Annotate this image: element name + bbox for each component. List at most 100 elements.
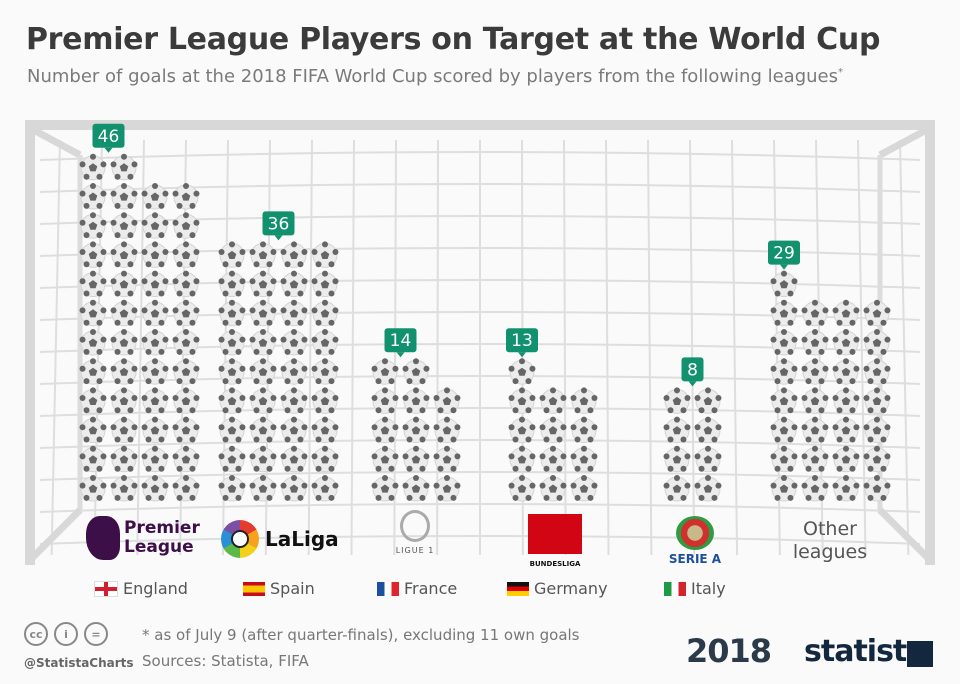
soccer-ball-icon (249, 329, 277, 356)
statista-handle[interactable]: @StatistaCharts (24, 656, 134, 670)
laliga-ball-icon (221, 520, 259, 558)
soccer-ball-icon (79, 183, 107, 210)
soccer-ball-icon (172, 445, 200, 473)
soccer-ball-icon (694, 475, 722, 502)
soccer-ball-icon (311, 445, 339, 473)
soccer-ball-icon (218, 270, 246, 298)
soccer-ball-icon (508, 445, 536, 473)
soccer-ball-icon (402, 387, 430, 414)
soccer-ball-icon (539, 416, 567, 444)
chart-title: Premier League Players on Target at the … (26, 22, 881, 57)
soccer-ball-icon (663, 387, 691, 414)
soccer-ball-icon (249, 299, 277, 327)
subtitle-text: Number of goals at the 2018 FIFA World C… (27, 66, 839, 87)
soccer-ball-icon (218, 329, 246, 356)
serie-a-emblem-icon (676, 516, 714, 550)
premier-league-wordmark: Premier League (124, 518, 200, 557)
statista-logo[interactable]: statista (804, 634, 927, 669)
soccer-ball-icon (79, 153, 107, 181)
soccer-ball-icon (770, 416, 798, 444)
soccer-ball-icon (79, 416, 107, 444)
soccer-ball-icon (141, 416, 169, 444)
soccer-ball-icon (141, 241, 169, 268)
soccer-ball-icon (79, 299, 107, 327)
soccer-ball-icon (863, 475, 891, 502)
soccer-ball-icon (311, 241, 339, 268)
no-derivatives-icon: = (84, 622, 108, 646)
soccer-ball-icon (832, 475, 860, 502)
data-label-text: 14 (390, 331, 412, 351)
soccer-ball-icon (433, 445, 461, 473)
data-label-text: 36 (268, 214, 290, 234)
chart-subtitle: Number of goals at the 2018 FIFA World C… (27, 66, 843, 87)
soccer-ball-icon (79, 445, 107, 473)
soccer-ball-icon (110, 475, 138, 502)
soccer-ball-icon (311, 475, 339, 502)
attribution-icon: i (54, 622, 78, 646)
soccer-ball-icon (402, 475, 430, 502)
soccer-ball-icon (539, 475, 567, 502)
soccer-ball-icon (110, 387, 138, 414)
soccer-ball-icon (218, 445, 246, 473)
soccer-ball-icon (280, 241, 308, 268)
soccer-ball-icon (218, 387, 246, 414)
bar-bundesliga: 13 (506, 328, 598, 502)
soccer-ball-icon (371, 416, 399, 444)
soccer-ball-icon (79, 241, 107, 268)
soccer-ball-icon (110, 270, 138, 298)
data-label: 14 (384, 328, 417, 358)
soccer-ball-icon (539, 387, 567, 414)
bar-ligue-1: 14 (371, 328, 461, 502)
england-flag-icon (94, 580, 118, 597)
soccer-ball-icon (570, 416, 598, 444)
bundesliga-wordmark: BUNDESLIGA (529, 560, 581, 568)
world-cup-2018-logo: 2018 (686, 632, 772, 670)
soccer-ball-icon (110, 183, 138, 210)
soccer-ball-icon (832, 329, 860, 356)
soccer-ball-icon (280, 475, 308, 502)
germany-flag-icon (507, 581, 529, 596)
soccer-ball-icon (694, 445, 722, 473)
soccer-ball-icon (141, 475, 169, 502)
ligue1-wordmark: LIGUE 1 (395, 546, 435, 555)
soccer-ball-icon (110, 241, 138, 268)
soccer-ball-icon (770, 270, 798, 298)
soccer-ball-icon (110, 299, 138, 327)
soccer-ball-icon (402, 445, 430, 473)
soccer-ball-icon (694, 416, 722, 444)
soccer-ball-icon (311, 358, 339, 385)
country-label: France (404, 579, 458, 598)
soccer-ball-icon (172, 299, 200, 327)
soccer-ball-icon (172, 270, 200, 298)
data-label-text: 46 (98, 127, 120, 147)
soccer-ball-icon (218, 241, 246, 268)
footnote: * as of July 9 (after quarter-finals), e… (142, 626, 580, 644)
soccer-ball-icon (172, 416, 200, 444)
soccer-ball-icon (110, 153, 138, 181)
soccer-ball-icon (801, 387, 829, 414)
soccer-ball-icon (141, 183, 169, 210)
serie-a-logo: SERIE A (660, 516, 730, 566)
france-flag-icon (377, 581, 399, 596)
soccer-ball-icon (141, 445, 169, 473)
country-italy: Italy (664, 579, 726, 598)
creative-commons-icons[interactable]: cc i = (24, 622, 108, 646)
soccer-ball-icon (863, 445, 891, 473)
country-france: France (377, 579, 457, 598)
soccer-ball-icon (172, 183, 200, 210)
data-label-text: 13 (511, 331, 533, 351)
soccer-ball-icon (832, 387, 860, 414)
soccer-ball-icon (172, 387, 200, 414)
soccer-ball-icon (863, 358, 891, 385)
soccer-ball-icon (801, 475, 829, 502)
soccer-ball-icon (863, 329, 891, 356)
country-label: Germany (534, 579, 608, 598)
soccer-ball-icon (141, 270, 169, 298)
soccer-ball-icon (570, 475, 598, 502)
soccer-ball-icon (508, 358, 536, 385)
soccer-ball-icon (249, 445, 277, 473)
soccer-ball-icon (371, 475, 399, 502)
soccer-ball-icon (280, 445, 308, 473)
lion-icon (86, 516, 120, 560)
soccer-ball-icon (172, 212, 200, 239)
